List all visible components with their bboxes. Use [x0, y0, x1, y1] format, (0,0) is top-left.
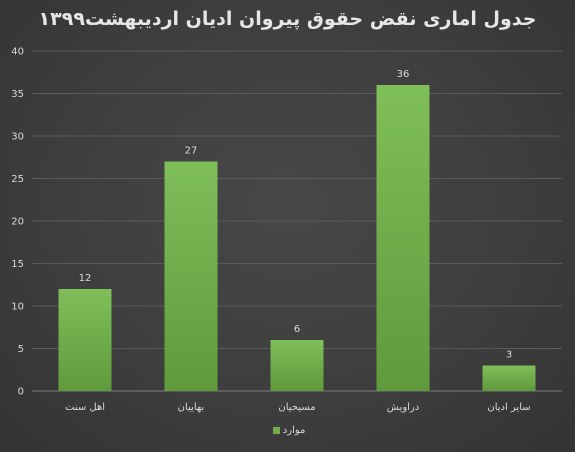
data-label: 6 [294, 324, 300, 335]
data-label: 36 [397, 69, 410, 80]
bar [482, 365, 536, 391]
x-tick-label: بهاییان [178, 402, 205, 413]
y-tick-label: 0 [18, 387, 24, 398]
y-tick-label: 20 [11, 217, 24, 228]
data-label: 12 [79, 273, 92, 284]
bar [376, 85, 430, 391]
data-label: 3 [506, 350, 512, 361]
y-tick-label: 40 [11, 47, 24, 58]
legend-label: موارد [282, 425, 306, 436]
x-tick-label: سایر ادیان [487, 402, 530, 413]
chart-title: جدول اماری نقض حقوق پیروان ادیان اردیبهش… [38, 8, 537, 30]
x-tick-label: مسیحیان [278, 402, 315, 413]
y-tick-label: 35 [11, 89, 24, 100]
y-tick-label: 30 [11, 132, 24, 143]
y-tick-label: 5 [18, 344, 24, 355]
data-label: 27 [185, 146, 198, 157]
legend-swatch [272, 427, 280, 434]
bar [270, 340, 324, 391]
y-tick-label: 15 [11, 259, 24, 270]
y-tick-label: 10 [11, 302, 24, 313]
bar [164, 161, 218, 391]
x-tick-label: دراویش [387, 402, 419, 413]
x-tick-label: اهل سنت [65, 402, 105, 413]
bar [58, 289, 112, 391]
y-tick-label: 25 [11, 174, 24, 185]
legend: موارد [0, 425, 575, 437]
